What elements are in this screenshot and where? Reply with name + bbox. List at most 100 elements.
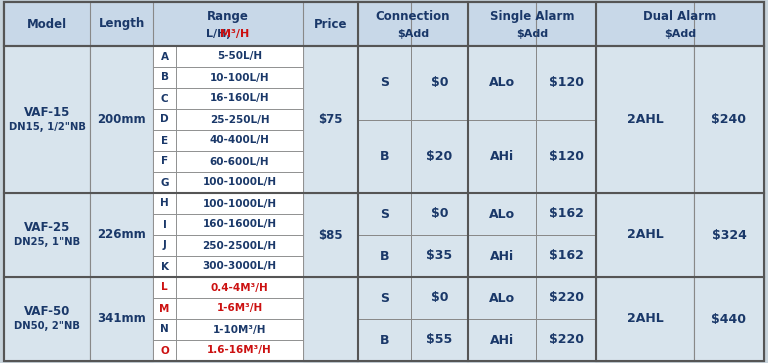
Text: L/H,: L/H, (206, 29, 234, 39)
Bar (4, 277, 90, 361)
Bar (153, 340, 176, 361)
Text: Length: Length (98, 17, 144, 30)
Bar (468, 277, 536, 319)
Text: Dual Alarm: Dual Alarm (644, 9, 717, 23)
Text: J: J (163, 241, 167, 250)
Text: 100-1000L/H: 100-1000L/H (203, 199, 276, 208)
Bar (468, 46, 536, 119)
Text: 60-600L/H: 60-600L/H (210, 156, 270, 167)
Bar (4, 193, 90, 277)
Text: VAF-25: VAF-25 (24, 221, 70, 234)
Text: $55: $55 (426, 334, 452, 347)
Bar (468, 235, 536, 277)
Text: B: B (379, 334, 389, 347)
Bar (153, 172, 176, 193)
Text: 10-100L/H: 10-100L/H (210, 73, 270, 82)
Text: $120: $120 (548, 150, 584, 163)
Bar (596, 46, 694, 193)
Bar (303, 46, 358, 193)
Bar (176, 151, 303, 172)
Text: 160-1600L/H: 160-1600L/H (203, 220, 276, 229)
Text: Range: Range (207, 9, 249, 23)
Text: ALo: ALo (489, 76, 515, 89)
Text: $75: $75 (318, 113, 343, 126)
Bar (694, 193, 764, 277)
Text: 2AHL: 2AHL (627, 113, 664, 126)
Bar (596, 277, 694, 361)
Text: $0: $0 (431, 291, 449, 305)
Text: $162: $162 (548, 208, 584, 220)
Bar (4, 46, 764, 193)
Text: 0.4-4M³/H: 0.4-4M³/H (210, 282, 268, 293)
Bar (411, 277, 468, 319)
Text: $220: $220 (548, 334, 584, 347)
Bar (153, 298, 176, 319)
Bar (4, 193, 764, 277)
Text: $324: $324 (712, 228, 746, 241)
Bar (176, 130, 303, 151)
Bar (694, 46, 764, 193)
Text: $Add: $Add (664, 29, 696, 39)
Text: 341mm: 341mm (97, 313, 146, 326)
Bar (4, 2, 764, 46)
Bar (411, 119, 468, 193)
Bar (536, 46, 596, 119)
Bar (468, 119, 536, 193)
Text: Single Alarm: Single Alarm (490, 9, 574, 23)
Text: VAF-50: VAF-50 (24, 305, 70, 318)
Bar (153, 109, 176, 130)
Text: $Add: $Add (397, 29, 429, 39)
Bar (90, 46, 153, 193)
Text: S: S (380, 291, 389, 305)
Text: A: A (161, 52, 168, 61)
Text: F: F (161, 156, 168, 167)
Text: 200mm: 200mm (98, 113, 146, 126)
Bar (358, 319, 411, 361)
Bar (411, 193, 468, 235)
Bar (153, 193, 176, 214)
Text: DN25, 1"NB: DN25, 1"NB (14, 237, 80, 247)
Bar (536, 235, 596, 277)
Bar (411, 319, 468, 361)
Bar (468, 319, 536, 361)
Text: S: S (380, 208, 389, 220)
Text: $220: $220 (548, 291, 584, 305)
Text: K: K (161, 261, 168, 272)
Text: $120: $120 (548, 76, 584, 89)
Text: 1-10M³/H: 1-10M³/H (213, 325, 266, 334)
Text: 300-3000L/H: 300-3000L/H (203, 261, 276, 272)
Text: S: S (380, 76, 389, 89)
Bar (536, 277, 596, 319)
Text: $162: $162 (548, 249, 584, 262)
Bar (4, 46, 90, 193)
Bar (411, 46, 468, 119)
Bar (176, 319, 303, 340)
Bar (153, 277, 176, 298)
Bar (411, 235, 468, 277)
Text: C: C (161, 94, 168, 103)
Bar (176, 235, 303, 256)
Bar (176, 46, 303, 67)
Bar (176, 109, 303, 130)
Text: 226mm: 226mm (97, 228, 146, 241)
Bar (153, 88, 176, 109)
Bar (536, 319, 596, 361)
Text: B: B (161, 73, 168, 82)
Bar (536, 193, 596, 235)
Bar (358, 235, 411, 277)
Text: VAF-15: VAF-15 (24, 106, 70, 119)
Text: O: O (160, 346, 169, 355)
Text: 1-6M³/H: 1-6M³/H (217, 303, 263, 314)
Bar (358, 277, 411, 319)
Text: ALo: ALo (489, 208, 515, 220)
Text: $Add: $Add (516, 29, 548, 39)
Text: DN15, 1/2"NB: DN15, 1/2"NB (8, 122, 85, 132)
Text: AHi: AHi (490, 334, 514, 347)
Bar (153, 130, 176, 151)
Text: 5-50L/H: 5-50L/H (217, 52, 262, 61)
Text: $0: $0 (431, 76, 449, 89)
Text: 40-400L/H: 40-400L/H (210, 135, 270, 146)
Bar (468, 193, 536, 235)
Text: Model: Model (27, 17, 67, 30)
Text: AHi: AHi (490, 249, 514, 262)
